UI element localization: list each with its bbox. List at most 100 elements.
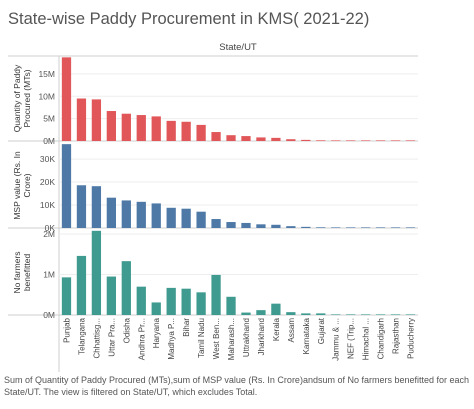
y-tick-label: 1M xyxy=(43,270,55,280)
bar-2 xyxy=(375,227,386,228)
bar-1 xyxy=(286,139,296,141)
bar-1 xyxy=(301,139,311,141)
y-axis-title: No farmersbenefitted xyxy=(12,251,32,293)
bar-2 xyxy=(181,208,191,228)
bar-1 xyxy=(346,140,356,141)
bar-3 xyxy=(61,277,72,315)
bar-3 xyxy=(196,292,206,315)
bar-2 xyxy=(241,222,251,228)
x-tick-label: Tamil Nadu xyxy=(197,318,206,358)
bar-3 xyxy=(361,314,371,315)
bar-3 xyxy=(271,303,281,315)
x-tick-label: Puducherry xyxy=(407,318,416,359)
bar-1 xyxy=(271,137,281,141)
bar-2 xyxy=(121,200,131,228)
bar-2 xyxy=(331,227,341,228)
bar-3 xyxy=(331,314,341,315)
y-axis-title: MSP value (Rs. InCrore) xyxy=(12,151,32,220)
y-tick-label: 10K xyxy=(40,200,55,210)
footnote: Sum of Quantity of Paddy Procured (MTs),… xyxy=(4,375,470,397)
bar-1 xyxy=(361,140,371,141)
x-tick-label: Karnataka xyxy=(302,317,311,354)
y-tick-label: 5M xyxy=(43,114,55,124)
x-tick-label: Rajasthan xyxy=(392,318,401,354)
x-tick-label: Andhra Pr... xyxy=(137,318,146,360)
x-tick-label: Chhattisg... xyxy=(92,318,101,358)
y-tick-label: 0K xyxy=(45,223,56,233)
bar-3 xyxy=(181,288,191,315)
bar-3 xyxy=(151,302,161,315)
x-tick-label: Bihar xyxy=(182,318,191,337)
bar-2 xyxy=(166,207,176,228)
bar-1 xyxy=(390,140,401,141)
x-tick-label: Himachal ... xyxy=(362,318,371,360)
chart-title: State-wise Paddy Procurement in KMS( 202… xyxy=(8,10,370,28)
x-tick-label: NEF (Trip... xyxy=(347,318,356,359)
bar-1 xyxy=(106,111,116,141)
bar-1 xyxy=(405,140,416,141)
column-header: State/UT xyxy=(219,42,257,53)
bar-3 xyxy=(375,314,386,315)
bar-3 xyxy=(405,314,416,315)
bar-2 xyxy=(136,201,146,228)
bar-2 xyxy=(286,226,296,228)
bar-2 xyxy=(151,203,161,228)
bar-1 xyxy=(151,116,161,141)
bar-3 xyxy=(226,296,236,315)
bar-2 xyxy=(361,227,371,228)
bar-1 xyxy=(91,99,102,141)
bar-2 xyxy=(76,185,87,228)
bar-2 xyxy=(316,227,326,228)
x-tick-label: Telangana xyxy=(77,317,86,354)
x-tick-label: Kerala xyxy=(272,317,281,341)
y-axis-title: Quantity of PaddyProcured (MTs) xyxy=(12,64,32,132)
x-tick-label: Haryana xyxy=(152,317,161,348)
bar-1 xyxy=(181,121,191,141)
bar-1 xyxy=(256,137,266,141)
bar-1 xyxy=(196,124,206,141)
bar-2 xyxy=(61,144,72,228)
x-tick-label: Jammu & ... xyxy=(332,318,341,361)
x-tick-label: Uttrakhand xyxy=(242,318,251,357)
y-tick-label: 15M xyxy=(38,69,55,79)
x-tick-label: Punjab xyxy=(62,317,71,342)
x-tick-label: Jharkhand xyxy=(257,318,266,355)
bar-3 xyxy=(211,274,221,315)
x-tick-label: Madhya P... xyxy=(167,318,176,360)
bar-2 xyxy=(211,219,221,228)
bar-3 xyxy=(91,230,102,315)
bar-3 xyxy=(121,261,131,315)
bar-2 xyxy=(301,226,311,228)
bar-3 xyxy=(256,310,266,315)
bar-3 xyxy=(106,276,116,315)
y-tick-label: 30K xyxy=(40,154,55,164)
bar-2 xyxy=(390,227,401,228)
bar-1 xyxy=(331,140,341,141)
bar-2 xyxy=(226,222,236,228)
y-tick-label: 0M xyxy=(43,310,55,320)
bar-3 xyxy=(136,286,146,315)
x-tick-label: West Ben... xyxy=(212,318,221,359)
bar-2 xyxy=(91,186,102,228)
chart: State/UT Quantity of PaddyProcured (MTs)… xyxy=(8,42,418,372)
x-tick-label: Uttar Pra... xyxy=(107,318,116,357)
bar-2 xyxy=(346,227,356,228)
bar-2 xyxy=(106,197,116,228)
bar-1 xyxy=(166,120,176,141)
y-tick-label: 2M xyxy=(43,229,55,239)
y-tick-label: 0M xyxy=(43,136,55,146)
bar-2 xyxy=(256,224,266,228)
bar-3 xyxy=(166,287,176,315)
bar-1 xyxy=(375,140,386,141)
bar-2 xyxy=(196,211,206,228)
x-tick-label: Assam xyxy=(287,318,296,343)
bar-3 xyxy=(316,313,326,315)
x-tick-label: Maharash... xyxy=(227,318,236,360)
bar-3 xyxy=(301,313,311,315)
bar-3 xyxy=(390,314,401,315)
bar-3 xyxy=(286,312,296,315)
bar-3 xyxy=(76,255,87,315)
bar-1 xyxy=(121,113,131,141)
bar-1 xyxy=(76,98,87,141)
bar-1 xyxy=(136,115,146,141)
